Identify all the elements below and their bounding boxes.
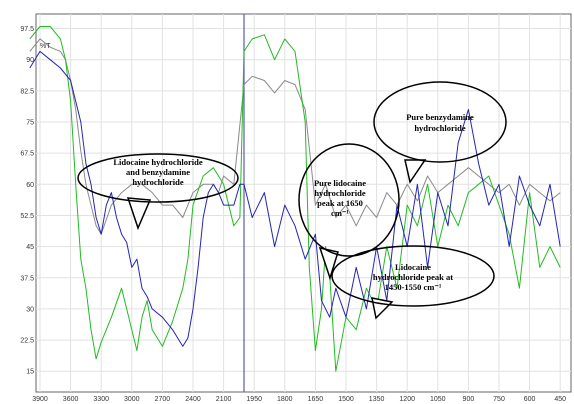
callout-text-line: hydrochloride — [414, 123, 466, 133]
x-tick-label: 1650 — [308, 396, 324, 403]
x-tick-label: 3600 — [63, 396, 79, 403]
series-layer — [29, 26, 561, 372]
callout-text-line: Lidocaine hydrochloride — [113, 157, 203, 167]
callout-tail — [404, 159, 427, 184]
y-tick-label: 90 — [26, 57, 34, 64]
x-tick-label: 1350 — [369, 396, 385, 403]
callout-text-line: peak at 1650 — [317, 198, 363, 208]
series-line-gray — [29, 38, 561, 235]
callout-text-line: Lidocaine — [395, 262, 431, 272]
y-tick-label: 45 — [26, 244, 34, 251]
callout-bubble — [77, 153, 239, 203]
callout-text-line: 1450-1550 cm⁻¹ — [385, 282, 442, 292]
x-tick-label: 3300 — [93, 396, 109, 403]
callout-text-line: hydrochloride peak at — [373, 272, 453, 282]
callout-tail — [126, 197, 152, 231]
callout-bubble — [298, 143, 400, 257]
callout-tail — [318, 246, 339, 281]
plot-area — [35, 13, 572, 393]
x-tick-label: 1800 — [277, 396, 293, 403]
x-tick-label: 1950 — [246, 396, 262, 403]
y-tick-label: 60 — [26, 182, 34, 189]
x-tick-labels: 3900 3600 3300 3000 2700 2400 2100 1950 1800 1650… — [32, 396, 566, 403]
x-tick-label: 3900 — [32, 396, 48, 403]
y-tick-label: 37.5 — [20, 275, 34, 282]
callout-text-line: Pure lidocaine — [314, 178, 366, 188]
callout-text-line: cm⁻¹ — [331, 208, 349, 218]
callout-bubble — [373, 81, 507, 163]
gridlines — [36, 14, 571, 392]
y-tick-labels: 15 22.5 30 37.5 45 52.5 60 67.5 75 82.5 90 97.5 — [20, 26, 34, 376]
x-tick-label: 3000 — [124, 396, 140, 403]
series-line-green — [29, 26, 561, 372]
callout-bubble — [331, 245, 495, 307]
y-tick-label: 30 — [26, 306, 34, 313]
x-tick-label: 900 — [463, 396, 475, 403]
x-tick-label: 1200 — [399, 396, 415, 403]
x-tick-label: 2700 — [155, 396, 171, 403]
y-axis-label: %T — [40, 43, 51, 50]
y-tick-label: 75 — [26, 120, 34, 127]
x-tick-label: 2100 — [216, 396, 232, 403]
x-tick-label: 750 — [493, 396, 505, 403]
y-tick-label: 52.5 — [20, 213, 34, 220]
x-tick-label: 600 — [524, 396, 536, 403]
y-tick-label: 82.5 — [20, 88, 34, 95]
series-line-blue — [29, 50, 561, 347]
y-tick-label: 97.5 — [20, 26, 34, 33]
x-tick-label: 2400 — [185, 396, 201, 403]
callout-text-line: and benzydamine — [126, 167, 190, 177]
y-tick-label: 15 — [26, 369, 34, 376]
callout-text-line: Pure benzydamine — [406, 112, 474, 122]
y-tick-label: 67.5 — [20, 151, 34, 158]
callout-text-line: hydrochloride — [132, 177, 184, 187]
x-tick-label: 450 — [554, 396, 566, 403]
callout-text-line: hydrochloride — [314, 188, 366, 198]
y-tick-label: 22.5 — [20, 338, 34, 345]
x-tick-label: 1500 — [338, 396, 354, 403]
x-tick-label: 1050 — [430, 396, 446, 403]
